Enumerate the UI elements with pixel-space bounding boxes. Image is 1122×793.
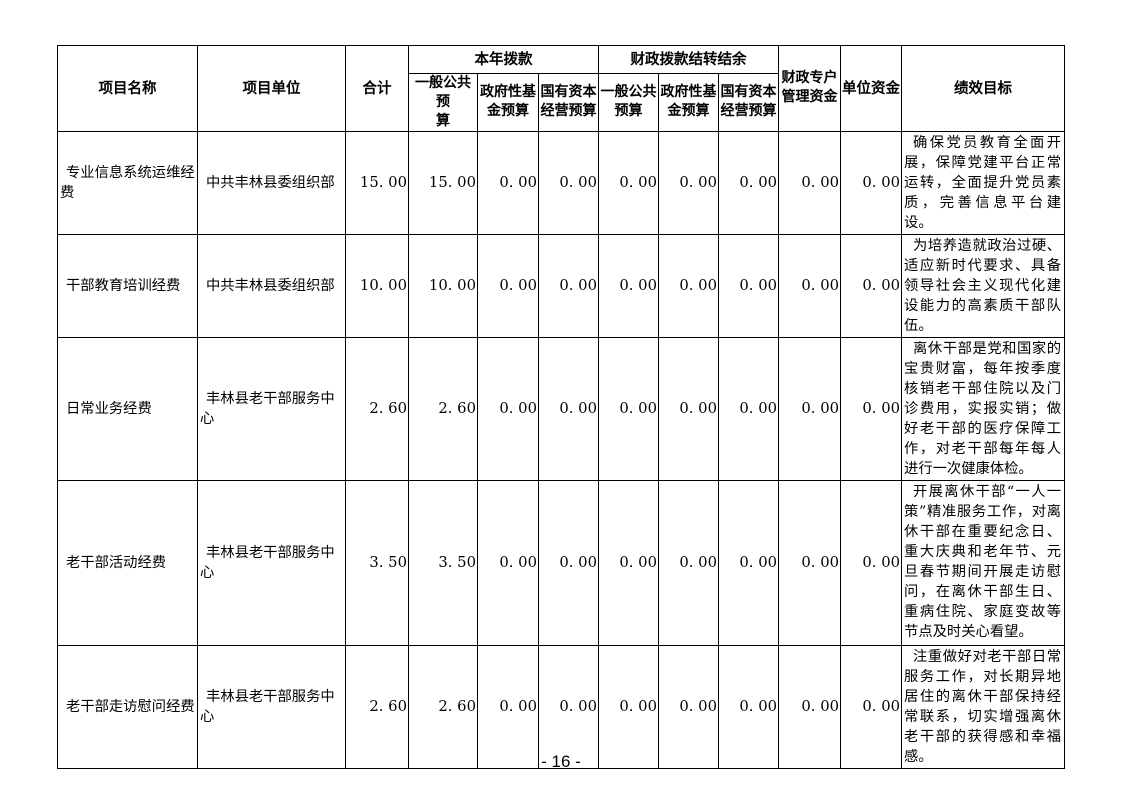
header-co-general-budget: 一般公共 预算: [598, 73, 660, 132]
table-body: 专业信息系统运维经费 中共丰林县委组织部 15. 00 15. 00 0. 00…: [57, 130, 1066, 769]
cell-cy-state-capital: 0. 00: [537, 479, 600, 646]
cell-project-name: 专业信息系统运维经费: [57, 130, 198, 235]
cell-total: 3. 50: [345, 479, 409, 646]
cell-performance-goal: 为培养造就政治过硬、适应新时代要求、具备领导社会主义现代化建设能力的高素质干部队…: [901, 233, 1066, 338]
header-sub-row: 一般公共预 算 政府性基 金预算 国有资本 经营预算 一般公共 预算 政府性基 …: [58, 73, 1065, 132]
table-row: 老干部活动经费 丰林县老干部服务中心 3. 50 3. 50 0. 00 0. …: [57, 479, 1066, 646]
table-row: 专业信息系统运维经费 中共丰林县委组织部 15. 00 15. 00 0. 00…: [57, 130, 1066, 235]
cell-cy-state-capital: 0. 00: [537, 336, 600, 481]
cell-cy-gov-fund: 0. 00: [477, 130, 539, 235]
header-cy-gov-fund-budget: 政府性基 金预算: [477, 73, 539, 132]
table-header: 项目名称 项目单位 合计 本年拨款 财政拨款结转结余 财政专户 管理资金 单位资…: [57, 45, 1066, 132]
cell-cy-state-capital: 0. 00: [537, 644, 600, 769]
cell-performance-goal: 离休干部是党和国家的宝贵财富，每年按季度核销老干部住院以及门诊费用，实报实销；做…: [901, 336, 1066, 481]
header-co-state-capital-budget: 国有资本 经营预算: [718, 73, 780, 132]
cell-co-general: 0. 00: [598, 479, 660, 646]
table-row: 干部教育培训经费 中共丰林县委组织部 10. 00 10. 00 0. 00 0…: [57, 233, 1066, 338]
header-co-gov-fund-budget: 政府性基 金预算: [658, 73, 720, 132]
cell-co-general: 0. 00: [598, 644, 660, 769]
cell-total: 2. 60: [345, 336, 409, 481]
cell-cy-gov-fund: 0. 00: [477, 479, 539, 646]
table-row: 日常业务经费 丰林县老干部服务中心 2. 60 2. 60 0. 00 0. 0…: [57, 336, 1066, 481]
cell-unit-funds: 0. 00: [840, 644, 903, 769]
header-carryover-group: 财政拨款结转结余: [598, 45, 780, 74]
cell-cy-state-capital: 0. 00: [537, 233, 600, 338]
cell-total: 2. 60: [345, 644, 409, 769]
cell-cy-general: 2. 60: [408, 644, 478, 769]
header-group-row: 项目名称 项目单位 合计 本年拨款 财政拨款结转结余 财政专户 管理资金 单位资…: [57, 45, 1066, 132]
cell-unit-funds: 0. 00: [840, 130, 903, 235]
cell-co-gov-fund: 0. 00: [658, 336, 720, 481]
cell-special-account: 0. 00: [778, 130, 842, 235]
cell-cy-state-capital: 0. 00: [537, 130, 600, 235]
cell-cy-general: 10. 00: [408, 233, 478, 338]
header-current-year-group: 本年拨款: [407, 45, 600, 74]
header-performance-goal: 绩效目标: [901, 45, 1066, 132]
header-unit-funds: 单位资金: [840, 45, 903, 132]
cell-co-state-capital: 0. 00: [718, 336, 780, 481]
cell-performance-goal: 确保党员教育全面开展，保障党建平台正常运转，全面提升党员素质，完善信息平台建设。: [901, 130, 1066, 235]
cell-project-unit: 丰林县老干部服务中心: [197, 479, 346, 646]
cell-project-name: 老干部活动经费: [57, 479, 198, 646]
cell-performance-goal: 开展离休干部“一人一策”精准服务工作，对离休干部在重要纪念日、重大庆典和老年节、…: [901, 479, 1066, 646]
cell-co-state-capital: 0. 00: [718, 644, 780, 769]
table-row: 老干部走访慰问经费 丰林县老干部服务中心 2. 60 2. 60 0. 00 0…: [57, 644, 1066, 769]
cell-cy-general: 15. 00: [408, 130, 478, 235]
cell-special-account: 0. 00: [778, 233, 842, 338]
cell-unit-funds: 0. 00: [840, 233, 903, 338]
header-project-name: 项目名称: [57, 45, 198, 132]
cell-co-gov-fund: 0. 00: [658, 479, 720, 646]
cell-project-name: 日常业务经费: [57, 336, 198, 481]
cell-co-gov-fund: 0. 00: [658, 130, 720, 235]
cell-project-unit: 丰林县老干部服务中心: [197, 644, 346, 769]
page-number: - 16 -: [541, 752, 581, 771]
cell-co-gov-fund: 0. 00: [658, 644, 720, 769]
cell-co-general: 0. 00: [598, 233, 660, 338]
cell-co-general: 0. 00: [598, 336, 660, 481]
cell-cy-general: 3. 50: [408, 479, 478, 646]
cell-co-state-capital: 0. 00: [718, 130, 780, 235]
cell-project-unit: 中共丰林县委组织部: [197, 233, 346, 338]
header-special-account: 财政专户 管理资金: [778, 45, 842, 132]
cell-unit-funds: 0. 00: [840, 336, 903, 481]
header-cy-state-capital-budget: 国有资本 经营预算: [537, 73, 600, 132]
cell-total: 15. 00: [345, 130, 409, 235]
cell-special-account: 0. 00: [778, 479, 842, 646]
cell-co-state-capital: 0. 00: [718, 233, 780, 338]
cell-project-unit: 中共丰林县委组织部: [197, 130, 346, 235]
cell-performance-goal: 注重做好对老干部日常服务工作，对长期异地居住的离休干部保持经常联系，切实增强离休…: [901, 644, 1066, 769]
cell-cy-gov-fund: 0. 00: [477, 336, 539, 481]
cell-total: 10. 00: [345, 233, 409, 338]
cell-special-account: 0. 00: [778, 336, 842, 481]
header-total: 合计: [345, 45, 409, 132]
cell-project-name: 老干部走访慰问经费: [57, 644, 198, 769]
cell-unit-funds: 0. 00: [840, 479, 903, 646]
cell-co-gov-fund: 0. 00: [658, 233, 720, 338]
cell-project-unit: 丰林县老干部服务中心: [197, 336, 346, 481]
cell-cy-gov-fund: 0. 00: [477, 233, 539, 338]
header-cy-general-budget: 一般公共预 算: [408, 73, 478, 132]
cell-co-general: 0. 00: [598, 130, 660, 235]
header-project-unit: 项目单位: [197, 45, 346, 132]
cell-co-state-capital: 0. 00: [718, 479, 780, 646]
budget-performance-table: 项目名称 项目单位 合计 本年拨款 财政拨款结转结余 财政专户 管理资金 单位资…: [57, 45, 1066, 769]
cell-cy-general: 2. 60: [408, 336, 478, 481]
cell-special-account: 0. 00: [778, 644, 842, 769]
cell-project-name: 干部教育培训经费: [57, 233, 198, 338]
cell-cy-gov-fund: 0. 00: [477, 644, 539, 769]
